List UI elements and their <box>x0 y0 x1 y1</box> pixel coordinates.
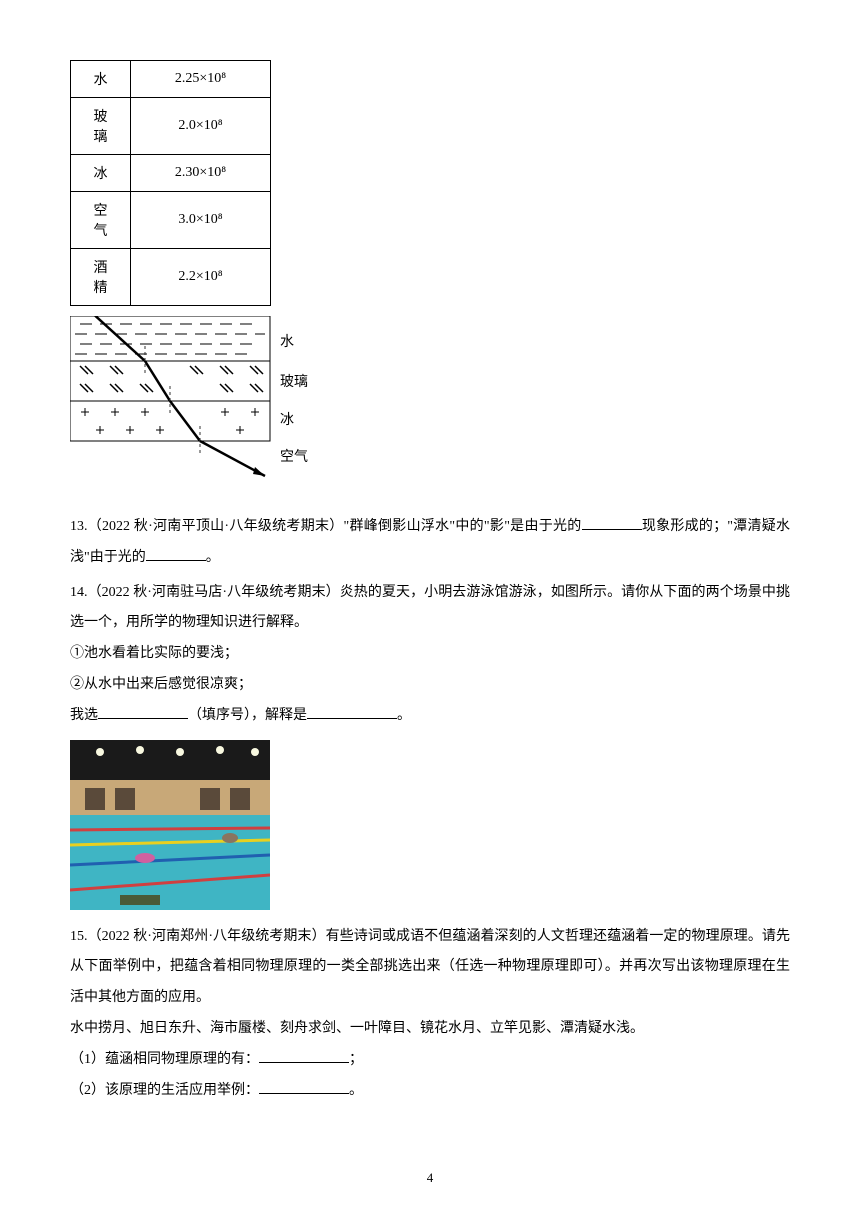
blank-field[interactable] <box>146 545 206 561</box>
layer-label-ice: 冰 <box>280 412 294 428</box>
material-cell: 冰 <box>71 155 131 192</box>
q15-sub1-suffix: ； <box>349 1052 363 1067</box>
q14-intro: 14.（2022 秋·河南驻马店·八年级统考期末）炎热的夏天，小明去游泳馆游泳，… <box>70 578 790 640</box>
q15-sub2-text: （2）该原理的生活应用举例： <box>70 1083 259 1098</box>
material-cell: 玻璃 <box>71 98 131 155</box>
question-14: 14.（2022 秋·河南驻马店·八年级统考期末）炎热的夏天，小明去游泳馆游泳，… <box>70 578 790 732</box>
q13-text-3: 。 <box>206 550 220 565</box>
q15-sub2-suffix: 。 <box>349 1083 363 1098</box>
table-row: 酒精 2.2×10⁸ <box>71 249 271 306</box>
table-row: 水 2.25×10⁸ <box>71 61 271 98</box>
q13-text-1: 13.（2022 秋·河南平顶山·八年级统考期末）"群峰倒影山浮水"中的"影"是… <box>70 519 582 534</box>
q15-sub1-text: （1）蕴涵相同物理原理的有： <box>70 1052 259 1067</box>
table-row: 空气 3.0×10⁸ <box>71 192 271 249</box>
pool-photo <box>70 740 270 910</box>
layer-label-air: 空气 <box>280 449 308 465</box>
question-15: 15.（2022 秋·河南郑州·八年级统考期末）有些诗词或成语不但蕴涵着深刻的人… <box>70 922 790 1107</box>
table-row: 玻璃 2.0×10⁸ <box>71 98 271 155</box>
blank-field[interactable] <box>259 1047 349 1063</box>
page-number: 4 <box>427 1170 434 1186</box>
material-cell: 水 <box>71 61 131 98</box>
q14-text-c: 。 <box>397 708 411 723</box>
value-cell: 2.25×10⁸ <box>131 61 271 98</box>
blank-field[interactable] <box>259 1078 349 1094</box>
q15-intro: 15.（2022 秋·河南郑州·八年级统考期末）有些诗词或成语不但蕴涵着深刻的人… <box>70 922 790 1014</box>
table-row: 冰 2.30×10⁸ <box>71 155 271 192</box>
layer-label-glass: 玻璃 <box>280 373 308 390</box>
value-cell: 2.0×10⁸ <box>131 98 271 155</box>
blank-field[interactable] <box>98 703 188 719</box>
blank-field[interactable] <box>307 703 397 719</box>
material-cell: 空气 <box>71 192 131 249</box>
material-cell: 酒精 <box>71 249 131 306</box>
value-cell: 3.0×10⁸ <box>131 192 271 249</box>
refraction-diagram: 水 玻璃 冰 空气 <box>70 316 310 496</box>
value-cell: 2.2×10⁸ <box>131 249 271 306</box>
question-13: 13.（2022 秋·河南平顶山·八年级统考期末）"群峰倒影山浮水"中的"影"是… <box>70 512 790 574</box>
q15-examples: 水中捞月、旭日东升、海市蜃楼、刻舟求剑、一叶障目、镜花水月、立竿见影、潭清疑水浅… <box>70 1014 790 1045</box>
layer-label-water: 水 <box>280 334 294 350</box>
q14-option-2: ②从水中出来后感觉很凉爽； <box>70 670 790 701</box>
q14-text-a: 我选 <box>70 708 98 723</box>
blank-field[interactable] <box>582 514 642 530</box>
q14-option-1: ①池水看着比实际的要浅； <box>70 639 790 670</box>
value-cell: 2.30×10⁸ <box>131 155 271 192</box>
refraction-table: 水 2.25×10⁸ 玻璃 2.0×10⁸ 冰 2.30×10⁸ 空气 3.0×… <box>70 60 271 306</box>
q14-text-b: （填序号），解释是 <box>188 708 307 723</box>
